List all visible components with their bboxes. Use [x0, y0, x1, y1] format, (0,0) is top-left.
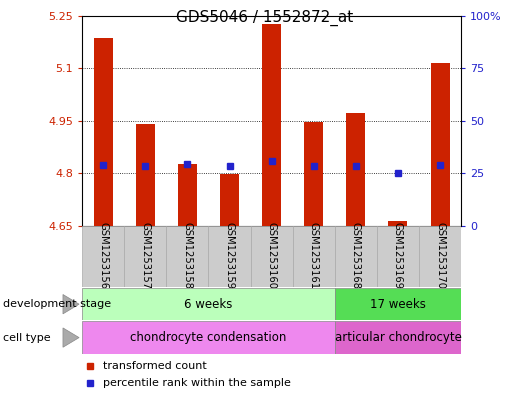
Bar	[251, 226, 293, 287]
Bar	[94, 39, 113, 226]
Bar	[335, 321, 461, 354]
Text: chondrocyte condensation: chondrocyte condensation	[130, 331, 287, 344]
Bar	[347, 113, 365, 226]
Text: articular chondrocyte: articular chondrocyte	[334, 331, 462, 344]
Text: 6 weeks: 6 weeks	[184, 298, 233, 311]
Bar	[430, 63, 449, 226]
Bar	[178, 163, 197, 226]
Bar	[208, 226, 251, 287]
Bar	[82, 288, 335, 320]
Text: GSM1253170: GSM1253170	[435, 222, 445, 289]
Polygon shape	[63, 328, 79, 347]
Bar	[377, 226, 419, 287]
Bar	[419, 226, 461, 287]
Polygon shape	[63, 294, 79, 314]
Text: GSM1253156: GSM1253156	[98, 222, 108, 289]
Bar	[262, 24, 281, 226]
Bar	[82, 226, 124, 287]
Bar	[166, 226, 208, 287]
Bar	[82, 321, 335, 354]
Text: GSM1253158: GSM1253158	[182, 222, 192, 289]
Bar	[304, 121, 323, 226]
Text: GSM1253161: GSM1253161	[309, 222, 319, 289]
Bar	[136, 124, 155, 226]
Bar	[293, 226, 335, 287]
Text: cell type: cell type	[3, 332, 50, 343]
Bar	[335, 226, 377, 287]
Bar	[124, 226, 166, 287]
Bar	[388, 221, 408, 226]
Text: GDS5046 / 1552872_at: GDS5046 / 1552872_at	[176, 10, 354, 26]
Text: percentile rank within the sample: percentile rank within the sample	[103, 378, 291, 388]
Text: GSM1253159: GSM1253159	[225, 222, 234, 289]
Text: GSM1253157: GSM1253157	[140, 222, 151, 289]
Text: GSM1253169: GSM1253169	[393, 222, 403, 289]
Text: transformed count: transformed count	[103, 360, 207, 371]
Text: GSM1253160: GSM1253160	[267, 222, 277, 289]
Bar	[220, 174, 239, 226]
Text: 17 weeks: 17 weeks	[370, 298, 426, 311]
Bar	[335, 288, 461, 320]
Text: GSM1253168: GSM1253168	[351, 222, 361, 289]
Text: development stage: development stage	[3, 299, 111, 309]
